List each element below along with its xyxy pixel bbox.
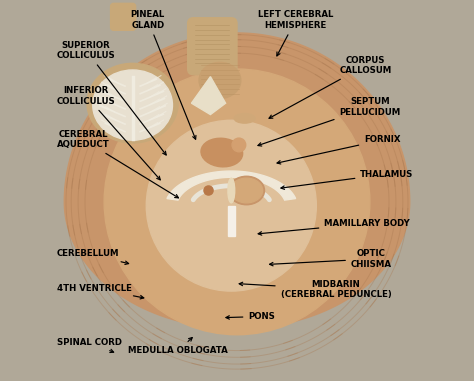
Polygon shape: [167, 171, 296, 200]
Text: CORPUS
CALLOSUM: CORPUS CALLOSUM: [269, 56, 392, 118]
Ellipse shape: [146, 120, 316, 291]
Text: SEPTUM
PELLUCIDUM: SEPTUM PELLUCIDUM: [258, 98, 401, 146]
Text: INFERIOR
COLLICULUS: INFERIOR COLLICULUS: [57, 86, 160, 180]
Text: CEREBRAL
AQUEDUCT: CEREBRAL AQUEDUCT: [57, 130, 179, 198]
Text: SPINAL CORD: SPINAL CORD: [57, 338, 122, 352]
Polygon shape: [191, 77, 226, 115]
Ellipse shape: [228, 176, 264, 205]
Polygon shape: [228, 206, 235, 236]
FancyBboxPatch shape: [110, 3, 136, 30]
Text: MAMILLARY BODY: MAMILLARY BODY: [258, 219, 410, 235]
Text: FORNIX: FORNIX: [277, 136, 401, 164]
Ellipse shape: [230, 178, 263, 203]
Ellipse shape: [199, 62, 241, 98]
Ellipse shape: [234, 114, 255, 123]
Text: THALAMUS: THALAMUS: [281, 170, 414, 189]
Ellipse shape: [87, 63, 178, 143]
Circle shape: [104, 69, 370, 335]
Text: PONS: PONS: [226, 312, 275, 321]
Text: MEDULLA OBLOGATA: MEDULLA OBLOGATA: [128, 338, 228, 355]
Circle shape: [232, 138, 246, 152]
FancyBboxPatch shape: [188, 18, 237, 75]
Polygon shape: [64, 33, 410, 328]
Text: CEREBELLUM: CEREBELLUM: [57, 249, 128, 264]
Ellipse shape: [228, 178, 235, 203]
Text: MIDBARIN
(CEREBRAL PEDUNCLE): MIDBARIN (CEREBRAL PEDUNCLE): [239, 280, 392, 299]
Circle shape: [204, 186, 213, 195]
Text: OPTIC
CHIISMA: OPTIC CHIISMA: [270, 249, 392, 269]
Ellipse shape: [93, 70, 173, 140]
Text: LEFT CEREBRAL
HEMISPHERE: LEFT CEREBRAL HEMISPHERE: [258, 10, 334, 56]
Text: SUPERIOR
COLLICULUS: SUPERIOR COLLICULUS: [57, 40, 166, 155]
Ellipse shape: [201, 138, 243, 167]
Text: PINEAL
GLAND: PINEAL GLAND: [131, 10, 196, 139]
Text: 4TH VENTRICLE: 4TH VENTRICLE: [57, 283, 144, 299]
